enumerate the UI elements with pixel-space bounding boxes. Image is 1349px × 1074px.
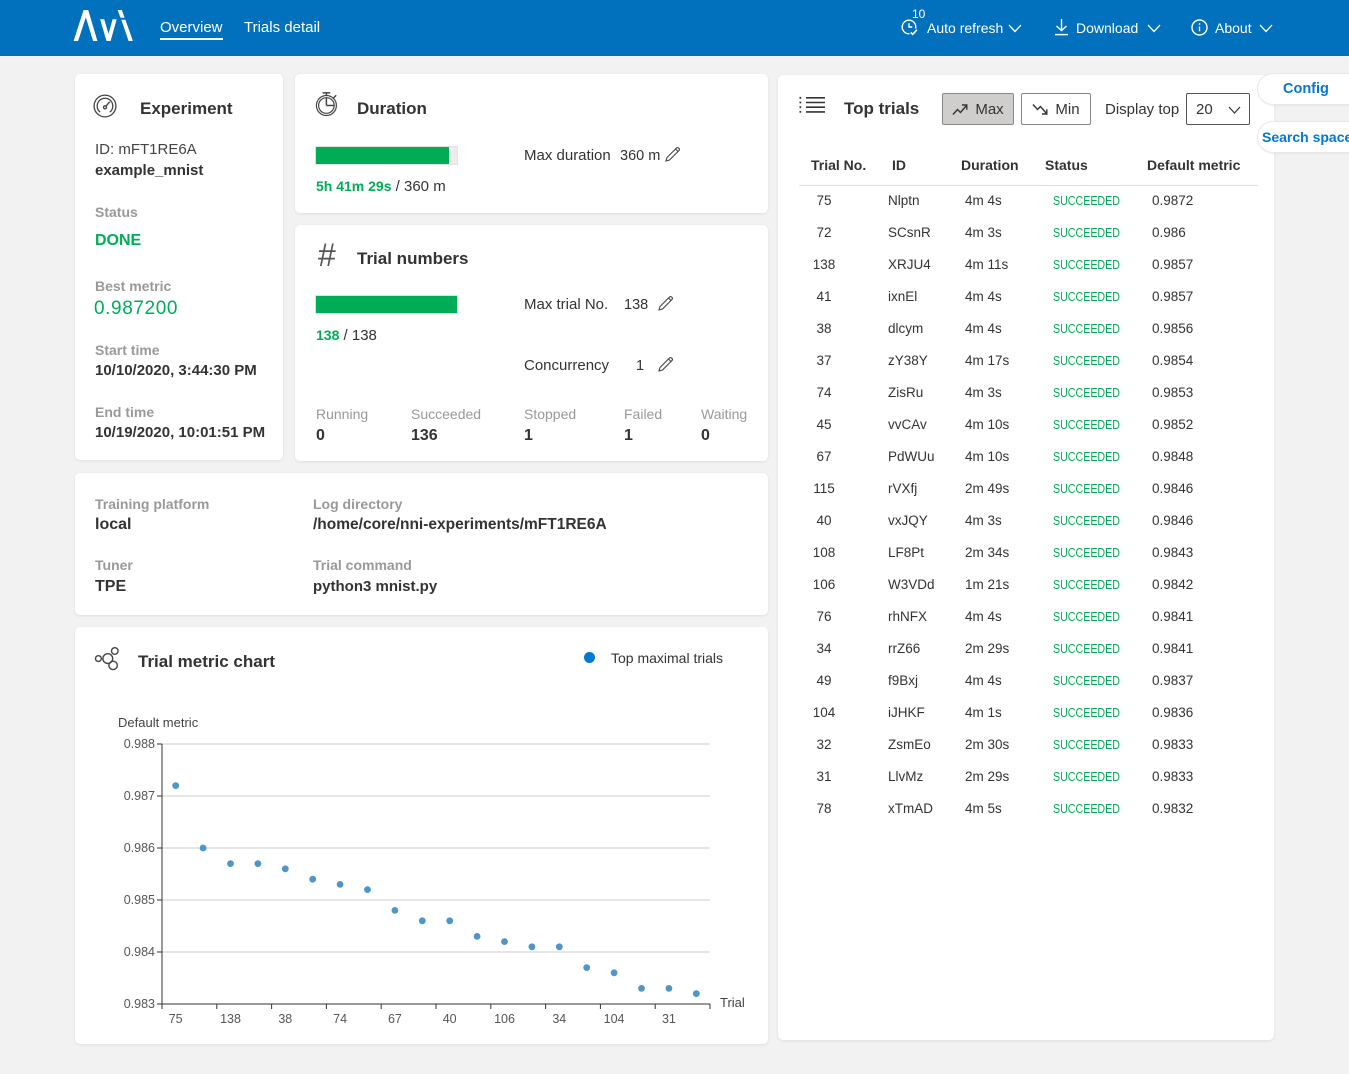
svg-text:75: 75 [169,1012,183,1026]
svg-text:40: 40 [443,1012,457,1026]
svg-text:34: 34 [552,1012,566,1026]
svg-text:67: 67 [388,1012,402,1026]
svg-text:0.987: 0.987 [124,789,155,803]
svg-text:Trial: Trial [720,995,745,1010]
svg-text:106: 106 [494,1012,515,1026]
svg-text:0.983: 0.983 [124,997,155,1011]
svg-text:0.986: 0.986 [124,841,155,855]
svg-text:38: 38 [278,1012,292,1026]
svg-text:0.988: 0.988 [124,737,155,751]
svg-text:74: 74 [333,1012,347,1026]
svg-text:31: 31 [662,1012,676,1026]
svg-text:Default metric: Default metric [118,715,199,730]
svg-text:138: 138 [220,1012,241,1026]
svg-text:0.985: 0.985 [124,893,155,907]
svg-text:104: 104 [604,1012,625,1026]
svg-text:0.984: 0.984 [124,945,155,959]
